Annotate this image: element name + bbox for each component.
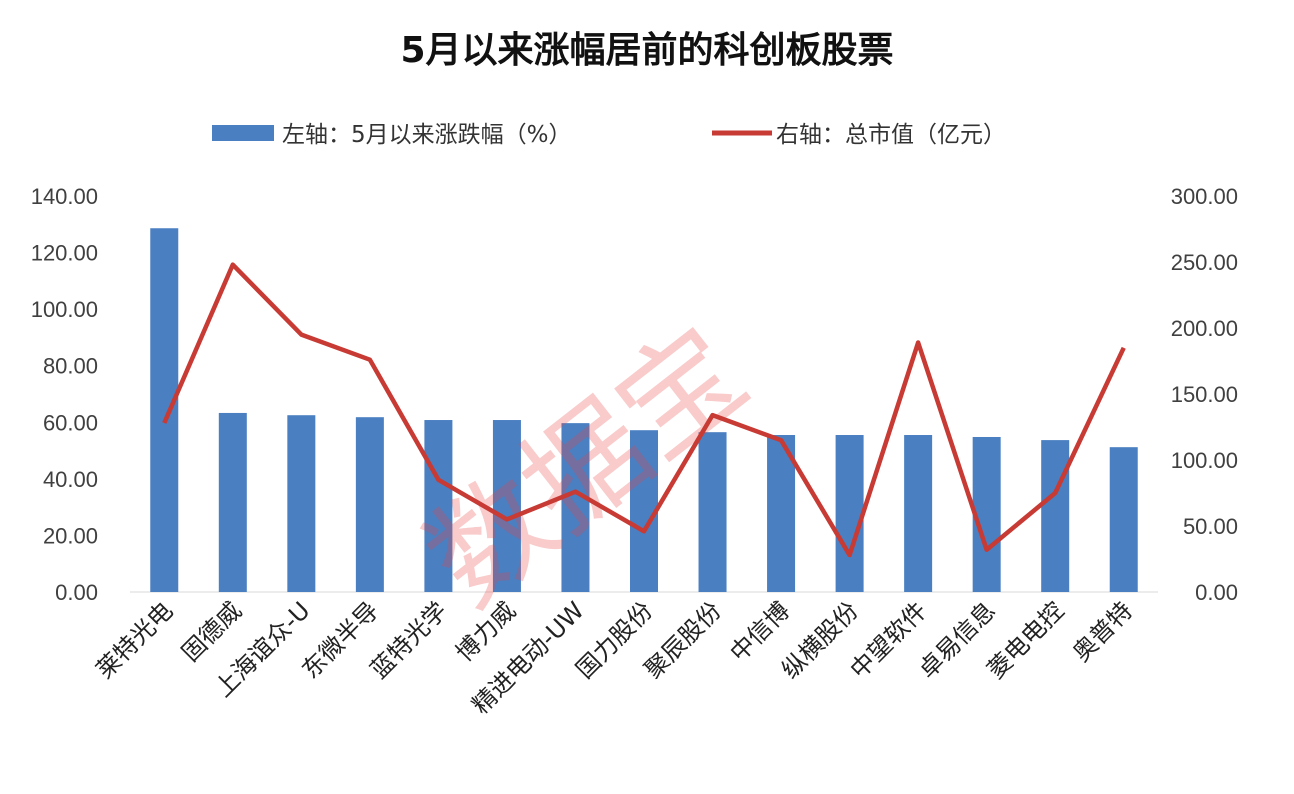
legend-bar-swatch	[212, 125, 274, 141]
left-tick-label: 60.00	[43, 410, 98, 435]
category-label: 奥普特	[1067, 596, 1138, 667]
left-tick-label: 80.00	[43, 354, 98, 379]
bar	[1041, 440, 1070, 592]
right-tick-label: 0.00	[1195, 580, 1238, 605]
category-label: 蓝特光学	[365, 596, 453, 684]
right-tick-label: 250.00	[1171, 250, 1238, 275]
x-axis-labels: 莱特光电固德威上海谊众-U东微半导蓝特光学博力威精进电动-UW国力股份聚辰股份中…	[91, 596, 1138, 719]
left-tick-label: 140.00	[31, 184, 98, 209]
left-tick-label: 40.00	[43, 467, 98, 492]
bar	[287, 415, 316, 592]
left-tick-label: 0.00	[55, 580, 98, 605]
right-tick-label: 200.00	[1171, 316, 1238, 341]
legend-bar-label: 左轴：5月以来涨跌幅（%）	[282, 122, 572, 148]
legend: 左轴：5月以来涨跌幅（%） 右轴：总市值（亿元）	[212, 122, 1006, 148]
bar	[698, 432, 727, 592]
right-tick-label: 150.00	[1171, 382, 1238, 407]
category-label: 菱电电控	[982, 596, 1070, 684]
bar	[150, 228, 179, 592]
bar-series	[150, 228, 1138, 592]
right-tick-label: 100.00	[1171, 448, 1238, 473]
bar	[767, 435, 796, 592]
bar	[424, 420, 453, 592]
left-tick-label: 100.00	[31, 297, 98, 322]
bar	[492, 420, 521, 592]
right-axis: 0.00 50.00 100.00 150.00 200.00 250.00 300.00	[1171, 184, 1238, 605]
bar	[904, 435, 933, 592]
bar	[218, 412, 247, 592]
category-label: 莱特光电	[91, 596, 179, 684]
line-series	[162, 262, 1126, 558]
bar	[561, 423, 590, 592]
category-label: 聚辰股份	[639, 596, 727, 684]
left-tick-label: 120.00	[31, 241, 98, 266]
left-axis: 0.00 20.00 40.00 60.00 80.00 100.00 120.00 140.…	[31, 184, 98, 605]
chart-title: 5月以来涨幅居前的科创板股票	[400, 30, 893, 71]
bar	[1109, 447, 1138, 592]
right-tick-label: 300.00	[1171, 184, 1238, 209]
left-tick-label: 20.00	[43, 523, 98, 548]
legend-line-label: 右轴：总市值（亿元）	[776, 122, 1006, 148]
bar	[835, 435, 864, 592]
bar	[355, 417, 384, 592]
right-tick-label: 50.00	[1183, 514, 1238, 539]
